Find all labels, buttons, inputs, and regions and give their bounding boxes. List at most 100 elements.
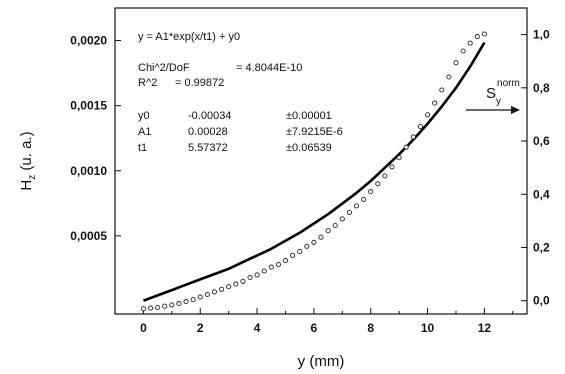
- fit-equation: y = A1*exp(x/t1) + y0: [138, 31, 240, 43]
- plot-frame: [114, 7, 528, 315]
- data-point: [226, 284, 232, 290]
- x-axis-title: y (mm): [298, 353, 345, 370]
- data-point: [318, 234, 324, 240]
- y-right-tick-label: 0,0: [533, 294, 550, 308]
- data-point: [254, 272, 260, 278]
- data-point: [261, 268, 267, 274]
- data-point: [339, 216, 345, 222]
- y-right-tick-label: 0,4: [533, 187, 550, 201]
- x-tick-label: 4: [254, 321, 261, 335]
- data-point: [290, 252, 296, 258]
- data-point: [147, 305, 154, 311]
- data-point: [332, 222, 338, 229]
- data-point: [361, 196, 367, 202]
- data-point: [389, 164, 395, 170]
- y-axis-title-suffix: (u. a.): [18, 131, 35, 174]
- y-right-tick-label: 0,6: [533, 134, 550, 148]
- y-axis-title: Hz (u. a.): [18, 131, 38, 190]
- data-point: [140, 306, 146, 312]
- data-point: [375, 181, 381, 187]
- data-point: [453, 60, 459, 66]
- data-point: [467, 40, 473, 46]
- y-right-tick-label: 1,0: [533, 28, 550, 42]
- y-axis-title-sub: z: [27, 175, 38, 180]
- s-norm-sub: y: [496, 96, 501, 107]
- fit-param-error: ±0.06539: [286, 142, 332, 154]
- fit-param-name: y0: [138, 110, 150, 122]
- data-point: [247, 274, 253, 281]
- fit-param-error: ±7.9215E-6: [286, 126, 343, 138]
- data-point: [417, 123, 423, 130]
- data-point: [297, 248, 303, 255]
- s-norm-label: Sy norm: [486, 78, 520, 107]
- fit-curve-line: [142, 41, 486, 302]
- data-point: [460, 48, 466, 54]
- data-point: [410, 134, 416, 140]
- data-point: [396, 155, 402, 161]
- x-axis: 0 2 4 6 8 10 12: [114, 308, 514, 335]
- s-norm-annotation: Sy norm: [466, 78, 520, 114]
- data-point: [233, 281, 239, 287]
- data-point: [481, 31, 487, 37]
- data-point: [155, 304, 161, 311]
- data-point: [176, 301, 182, 307]
- data-point: [368, 189, 374, 195]
- s-norm-sup: norm: [497, 78, 520, 89]
- fit-param-name: A1: [138, 126, 151, 138]
- data-point: [282, 258, 289, 264]
- fit-param-name: t1: [138, 142, 147, 154]
- data-point: [432, 100, 438, 106]
- measured-points-series: [140, 31, 487, 312]
- data-point: [204, 291, 210, 298]
- data-point: [169, 302, 175, 308]
- data-point: [275, 261, 281, 268]
- data-point: [325, 228, 331, 234]
- data-point: [474, 34, 480, 40]
- data-point: [382, 173, 388, 179]
- data-point: [190, 297, 196, 303]
- data-point: [219, 286, 225, 292]
- arrow-head-icon: [511, 106, 520, 114]
- fit-r2-value: = 0.99872: [175, 77, 224, 89]
- y-left-tick-label: 0,0020: [70, 34, 107, 48]
- fit-chi-value: = 4.8044E-10: [236, 62, 302, 74]
- x-tick-label: 2: [197, 321, 204, 335]
- data-point: [353, 203, 360, 209]
- data-point: [346, 209, 352, 215]
- fit-param-value: 0.00028: [188, 126, 228, 138]
- fit-r2-label: R^2: [138, 77, 157, 89]
- left-y-axis: 0,0005 0,0010 0,0015 0,0020: [70, 34, 121, 243]
- y-left-tick-label: 0,0005: [70, 229, 107, 243]
- data-point: [268, 264, 274, 270]
- x-tick-label: 12: [478, 321, 492, 335]
- x-tick-label: 0: [140, 321, 147, 335]
- data-point: [162, 303, 168, 309]
- x-tick-label: 6: [311, 321, 318, 335]
- data-point: [311, 239, 317, 245]
- y-left-tick-label: 0,0015: [70, 99, 107, 113]
- y-axis-title-main: H: [18, 180, 35, 191]
- data-point: [446, 74, 452, 80]
- y-right-tick-label: 0,8: [533, 81, 550, 95]
- data-point: [425, 112, 431, 118]
- data-point: [183, 299, 189, 305]
- right-y-axis: 0,0 0,2 0,4 0,6 0,8 1,0: [521, 28, 550, 308]
- y-right-tick-label: 0,2: [533, 240, 550, 254]
- data-point: [211, 289, 217, 295]
- data-point: [439, 87, 445, 93]
- x-tick-label: 10: [421, 321, 435, 335]
- fit-param-value: -0.00034: [188, 110, 231, 122]
- fit-chi-label: Chi^2/DoF: [138, 62, 190, 74]
- data-point: [197, 294, 203, 300]
- data-point: [240, 278, 246, 284]
- x-tick-label: 8: [367, 321, 374, 335]
- data-point: [304, 243, 310, 249]
- fit-param-error: ±0.00001: [286, 110, 332, 122]
- data-point: [403, 144, 409, 150]
- fit-param-value: 5.57372: [188, 142, 228, 154]
- fit-parameters-box: y = A1*exp(x/t1) + y0 Chi^2/DoF = 4.8044…: [138, 31, 343, 154]
- s-norm-main: S: [486, 85, 496, 102]
- y-left-tick-label: 0,0010: [70, 164, 107, 178]
- fit-curve-series: [142, 41, 486, 302]
